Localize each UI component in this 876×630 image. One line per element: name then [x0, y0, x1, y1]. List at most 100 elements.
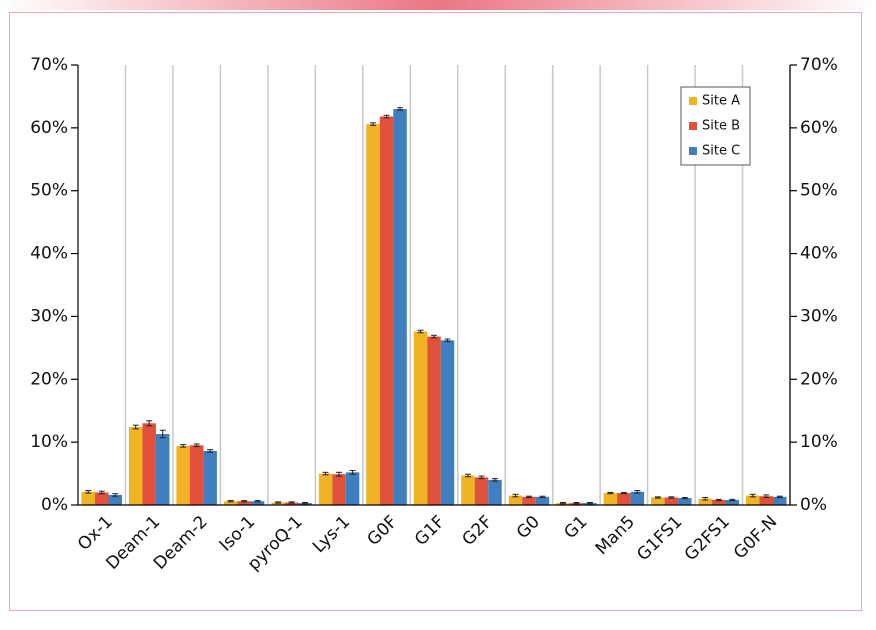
- error-bar: [180, 444, 187, 448]
- y-tick-label: 60%: [30, 118, 68, 138]
- bar: [461, 475, 475, 505]
- error-bar: [370, 122, 377, 126]
- x-tick-label: Ox-1: [74, 512, 117, 555]
- error-bar: [193, 443, 200, 448]
- bar: [237, 501, 251, 505]
- bar: [664, 497, 679, 505]
- bar: [203, 450, 217, 505]
- bar: [332, 474, 346, 505]
- bar: [413, 331, 428, 505]
- bar: [108, 494, 122, 505]
- error-bar: [525, 495, 532, 498]
- y-tick-label: 20%: [30, 369, 68, 389]
- legend-swatch: [689, 147, 697, 155]
- legend-label: Site B: [702, 119, 740, 134]
- y-tick-label: 10%: [30, 432, 68, 452]
- y-tick-label: 50%: [30, 181, 68, 201]
- x-tick-label: G0F: [364, 512, 402, 550]
- x-tick-label: Iso-1: [216, 512, 260, 556]
- bar: [427, 336, 441, 505]
- error-bar: [776, 495, 783, 498]
- y2-tick-label: 10%: [800, 432, 838, 452]
- error-bar: [573, 501, 580, 505]
- bar: [284, 502, 299, 505]
- error-bar: [383, 114, 390, 119]
- error-bar: [322, 471, 329, 476]
- x-tick-label: G2FS1: [681, 512, 734, 565]
- error-bar: [539, 495, 546, 498]
- error-bar: [349, 469, 356, 475]
- error-bar: [336, 471, 343, 477]
- error-bar: [275, 501, 282, 504]
- y2-tick-label: 50%: [800, 181, 838, 201]
- bar: [725, 499, 740, 505]
- bar: [522, 496, 536, 505]
- bar: [223, 501, 238, 505]
- bar: [379, 116, 394, 506]
- error-bar: [159, 429, 166, 439]
- error-bar: [729, 498, 736, 502]
- error-bar: [464, 473, 471, 478]
- bar: [81, 491, 95, 505]
- bar: [318, 473, 333, 505]
- bar: [746, 495, 760, 505]
- error-bar: [634, 490, 641, 494]
- y-tick-label: 0%: [41, 495, 68, 515]
- bar: [535, 496, 550, 505]
- error-bar: [397, 107, 404, 111]
- error-bar: [132, 424, 139, 430]
- error-bar: [715, 498, 722, 502]
- error-bar: [207, 449, 214, 453]
- error-bar: [607, 491, 614, 495]
- error-bar: [559, 501, 566, 505]
- error-bar: [98, 490, 105, 495]
- bar: [759, 496, 774, 505]
- x-tick-label: G1: [560, 512, 591, 543]
- bar: [345, 472, 360, 505]
- top-decoration: [0, 0, 876, 10]
- error-bar: [478, 475, 485, 480]
- x-tick-label: G0: [513, 512, 544, 543]
- legend-label: Site C: [702, 144, 740, 159]
- error-bar: [302, 501, 309, 505]
- bar: [271, 502, 285, 505]
- x-tick-label: G0F-N: [730, 512, 781, 563]
- error-bar: [431, 334, 437, 339]
- error-bar: [491, 478, 498, 482]
- bar: [508, 495, 523, 505]
- error-bar: [241, 500, 248, 503]
- error-bar: [654, 496, 661, 499]
- error-bar: [112, 493, 119, 497]
- x-tick-label: Lys-1: [309, 512, 354, 557]
- legend-swatch: [689, 122, 697, 130]
- bar: [189, 445, 204, 505]
- frame: [9, 12, 862, 611]
- bar: [250, 501, 265, 505]
- legend-swatch: [689, 97, 697, 105]
- y2-tick-label: 0%: [800, 495, 827, 515]
- y-tick-label: 70%: [30, 55, 68, 75]
- x-tick-label: Man5: [592, 512, 639, 559]
- bar: [440, 340, 455, 505]
- error-bar: [85, 490, 92, 494]
- error-bar: [702, 496, 709, 501]
- bar: [651, 497, 665, 505]
- error-bar: [681, 496, 688, 500]
- bar: [176, 445, 190, 505]
- y2-tick-label: 30%: [800, 306, 838, 326]
- y2-tick-label: 60%: [800, 118, 838, 138]
- bar: [678, 498, 692, 505]
- x-tick-label: G1FS1: [633, 512, 686, 565]
- bar: [630, 491, 645, 505]
- error-bar: [749, 493, 756, 498]
- error-bar: [254, 500, 261, 503]
- bar: [488, 479, 502, 505]
- bar: [393, 109, 407, 505]
- error-bar: [668, 496, 675, 499]
- bar: [617, 493, 631, 505]
- bar: [773, 496, 787, 505]
- bar: [603, 493, 618, 505]
- bar: [712, 499, 726, 505]
